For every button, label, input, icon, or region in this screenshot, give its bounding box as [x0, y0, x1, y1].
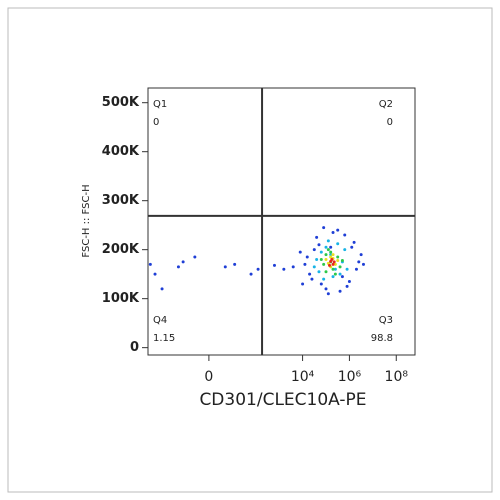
point [340, 275, 344, 279]
point [319, 250, 323, 254]
x-tick-label: 10⁴ [291, 369, 315, 385]
quadrant-name: Q4 [153, 315, 167, 326]
point [354, 267, 358, 271]
point [312, 248, 316, 252]
point [326, 239, 330, 243]
point [193, 255, 197, 259]
plot-area [147, 87, 416, 356]
x-axis-label: CD301/CLEC10A-PE [199, 390, 366, 410]
y-tick-label: 500K [102, 95, 140, 110]
point [336, 258, 340, 262]
point [331, 262, 335, 266]
point [308, 272, 312, 276]
point [312, 265, 316, 269]
point [347, 280, 351, 284]
point [324, 270, 328, 274]
point [329, 245, 333, 249]
y-tick-label: 100K [102, 291, 140, 306]
point [345, 267, 349, 271]
y-tick-label: 200K [102, 242, 140, 257]
point [176, 265, 180, 269]
quadrant-value: 98.8 [371, 333, 393, 344]
point [345, 284, 349, 288]
point [357, 260, 361, 264]
point [336, 242, 340, 246]
point [282, 267, 286, 271]
point [256, 267, 260, 271]
point [324, 287, 328, 291]
point [330, 257, 334, 261]
quadrant-name: Q3 [379, 315, 393, 326]
point [352, 240, 356, 244]
point [317, 270, 321, 274]
point [233, 262, 237, 266]
point [326, 248, 330, 252]
point [338, 265, 342, 269]
point [343, 233, 347, 237]
x-tick-label: 10⁸ [385, 369, 409, 385]
y-axis-label: FSC-H :: FSC-H [81, 184, 92, 257]
point [317, 243, 321, 247]
point [329, 250, 333, 254]
y-tick-label: 300K [102, 193, 140, 208]
point [324, 253, 328, 257]
point [329, 253, 333, 257]
point [333, 262, 337, 266]
point [331, 231, 335, 235]
point [336, 228, 340, 232]
point [336, 255, 340, 259]
point [329, 255, 333, 259]
x-tick-label: 10⁶ [338, 369, 362, 385]
point [223, 265, 227, 269]
point [310, 277, 314, 281]
point [319, 257, 323, 261]
point [303, 262, 307, 266]
point [291, 265, 295, 269]
point [315, 235, 319, 239]
point [331, 267, 335, 271]
point [333, 267, 337, 271]
point [181, 260, 185, 264]
x-tick-label: 0 [204, 369, 213, 385]
quadrant-value: 0 [387, 117, 393, 128]
point [322, 277, 326, 281]
point [338, 289, 342, 293]
y-tick-label: 0 [130, 340, 139, 355]
point [343, 248, 347, 252]
point [305, 255, 309, 259]
point [324, 257, 328, 261]
point [298, 250, 302, 254]
point [301, 282, 305, 286]
point [153, 272, 157, 276]
point [322, 262, 326, 266]
point [338, 272, 342, 276]
y-tick-label: 400K [102, 144, 140, 159]
point [272, 263, 276, 267]
frame [7, 7, 493, 493]
point [319, 282, 323, 286]
point [322, 226, 326, 230]
point [315, 257, 319, 261]
point [324, 245, 328, 249]
point [148, 262, 152, 266]
point [333, 272, 337, 276]
quadrant-name: Q1 [153, 99, 167, 110]
point [340, 258, 344, 262]
point [350, 245, 354, 249]
point [361, 262, 365, 266]
point [359, 253, 363, 257]
quadrant-value: 0 [153, 117, 159, 128]
quadrant-name: Q2 [379, 99, 393, 110]
point [331, 275, 335, 279]
point [332, 260, 336, 264]
point [331, 253, 335, 257]
point [326, 292, 330, 296]
point [328, 263, 332, 267]
quadrant-value: 1.15 [153, 333, 175, 344]
point [249, 272, 253, 276]
point [160, 287, 164, 291]
